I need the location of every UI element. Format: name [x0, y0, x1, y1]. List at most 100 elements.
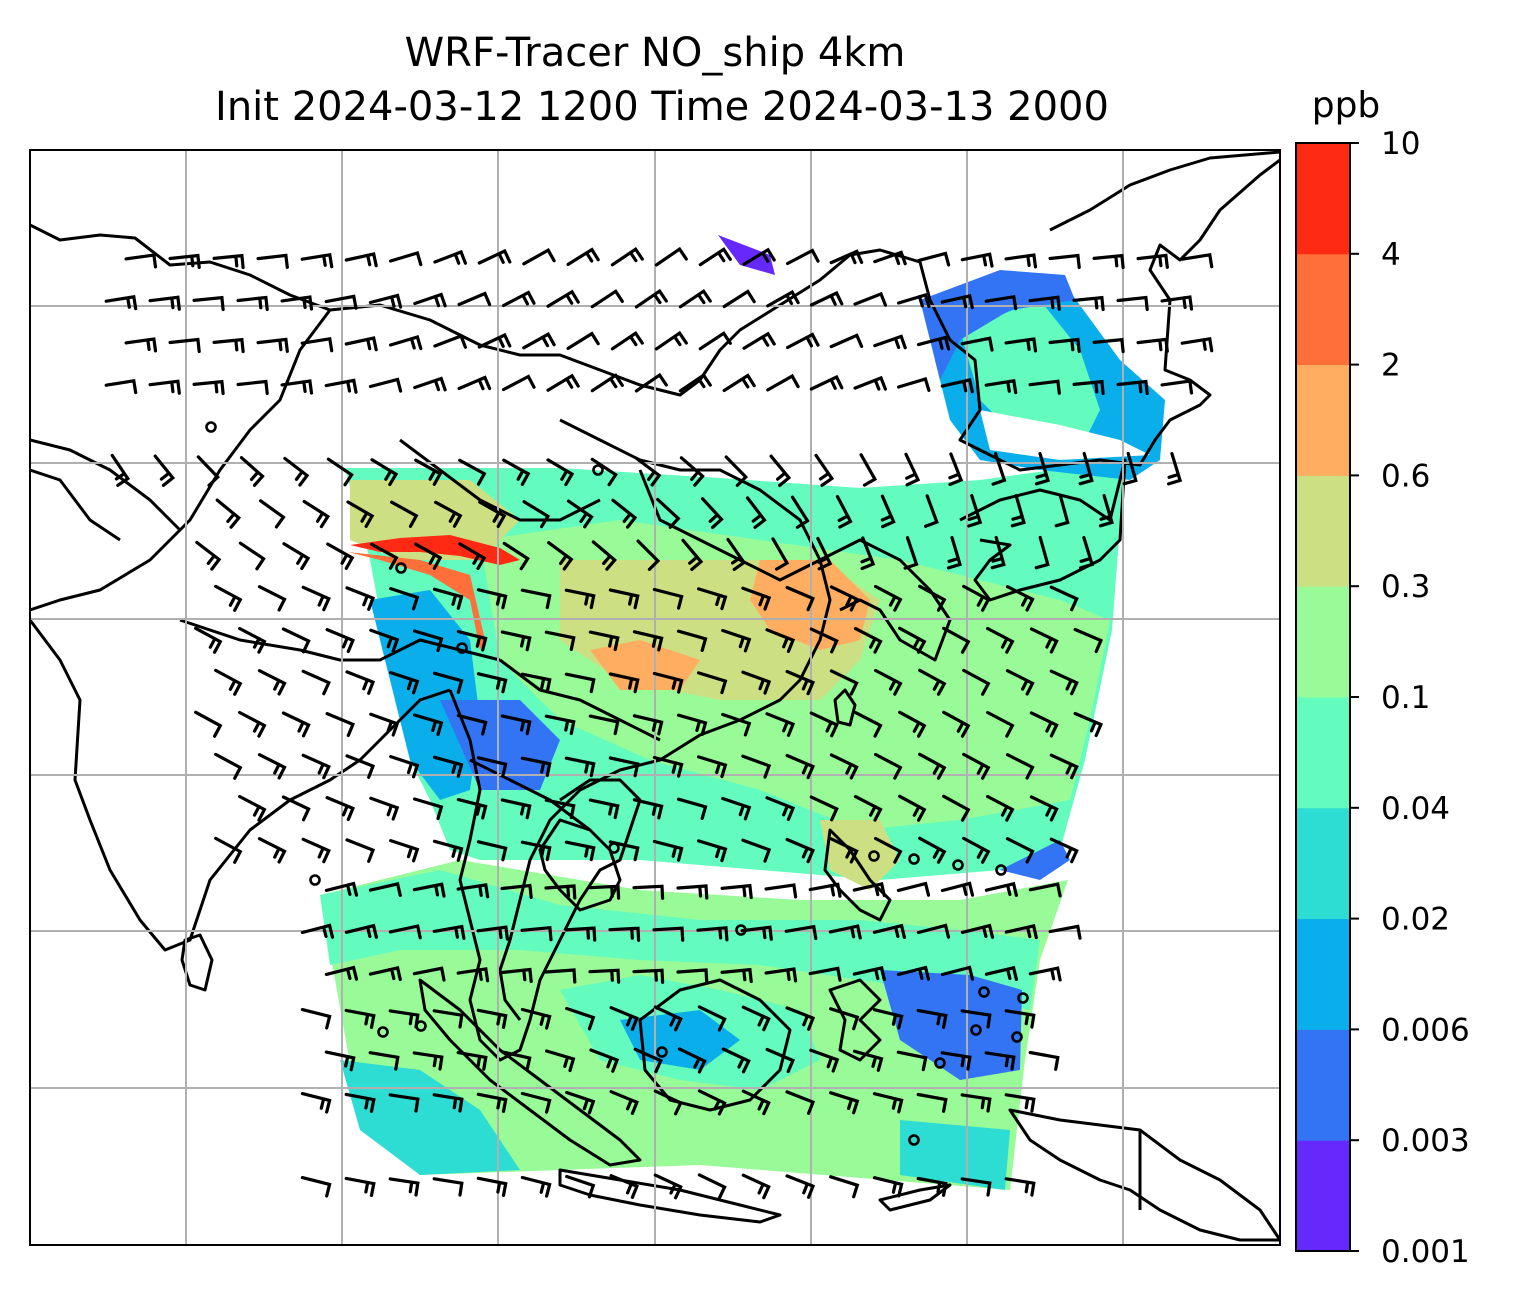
wind-barb	[500, 1050, 532, 1072]
wind-barb	[676, 797, 708, 820]
wind-barb	[413, 292, 447, 308]
wind-barb	[940, 293, 974, 310]
wind-barb	[720, 883, 753, 900]
wind-barb	[192, 379, 225, 396]
wind-barb	[872, 1176, 904, 1198]
wind-barb	[283, 456, 310, 487]
calm-wind-circle	[952, 859, 964, 871]
wind-barb	[389, 251, 423, 267]
wind-barb	[476, 756, 508, 778]
wind-barb	[984, 378, 1018, 395]
wind-barb	[432, 839, 464, 862]
map-frame	[29, 149, 1281, 1246]
wind-barb	[916, 1176, 948, 1197]
wind-barb	[153, 454, 176, 487]
border-inland-1	[30, 309, 332, 612]
wind-barb	[904, 452, 921, 487]
wind-barb	[522, 500, 551, 529]
wind-barb	[741, 1005, 771, 1032]
wind-barb	[194, 626, 223, 654]
wind-barb	[829, 1091, 860, 1115]
wind-barb	[652, 839, 684, 862]
wind-barb	[368, 1051, 400, 1071]
wind-barb	[544, 714, 576, 736]
wind-barb	[344, 252, 378, 268]
wind-barb	[960, 1093, 992, 1113]
calm-wind-circle	[592, 464, 604, 476]
tracer-field-low-south	[320, 870, 1040, 1010]
wind-barb	[1028, 379, 1061, 395]
calm-wind-circle	[735, 924, 747, 936]
wind-barb	[960, 1009, 992, 1029]
calm-wind-circle	[205, 421, 217, 433]
wind-barb	[194, 710, 223, 738]
wind-barb	[745, 496, 767, 529]
wind-barb	[1136, 253, 1169, 269]
wind-barb	[388, 1177, 420, 1197]
wind-barb	[1180, 252, 1214, 269]
wind-barb	[835, 495, 853, 529]
wind-barb	[741, 838, 772, 863]
wind-barb	[990, 535, 1006, 570]
wind-barb	[872, 1008, 904, 1030]
coastline-indochina	[448, 689, 642, 1062]
wind-barb	[916, 923, 951, 939]
colorbar-tick-label: 0.001	[1381, 1234, 1470, 1270]
calm-wind-circle	[908, 853, 920, 865]
wind-barb	[940, 965, 975, 981]
calm-wind-circle	[415, 1020, 427, 1032]
wind-barb	[239, 456, 265, 487]
wind-barb	[1078, 451, 1094, 486]
wind-barb	[195, 540, 222, 571]
wind-barb	[986, 626, 1015, 654]
calm-wind-circle	[377, 1026, 389, 1038]
wind-barb	[591, 540, 617, 571]
wind-barb	[697, 587, 728, 611]
wind-barb	[766, 289, 800, 308]
wind-barb	[814, 453, 835, 487]
calm-wind-circle	[970, 1024, 982, 1036]
wind-barb	[960, 1177, 992, 1197]
coastline-timor	[878, 1183, 952, 1212]
wind-barb	[544, 798, 576, 820]
coastline-sri-lanka	[180, 933, 214, 992]
wind-barb	[852, 965, 886, 982]
wind-barb	[500, 967, 533, 983]
coastlines	[30, 150, 1280, 1242]
wind-barb	[282, 542, 311, 571]
wind-barb	[148, 379, 181, 395]
wind-barb	[300, 336, 334, 353]
wind-barb	[324, 294, 358, 310]
wind-barb	[720, 967, 753, 984]
wind-barb	[1160, 295, 1194, 311]
border-inland-4	[499, 658, 661, 742]
wind-barb	[1054, 493, 1070, 528]
wind-barb	[238, 710, 267, 738]
wind-barb	[816, 536, 833, 571]
wind-barb	[741, 1173, 771, 1200]
wind-barb	[238, 626, 267, 654]
wind-barb	[656, 497, 681, 529]
wind-barb	[566, 247, 600, 266]
wind-barb	[940, 377, 974, 394]
coastline-java	[558, 1168, 782, 1224]
wind-barb	[809, 711, 839, 738]
wind-barb	[721, 712, 752, 737]
wind-barb	[962, 584, 991, 612]
wind-barb	[1092, 253, 1125, 270]
colorbar-tick-label: 0.3	[1381, 569, 1430, 605]
border-inland-5	[469, 758, 591, 832]
wind-barb	[476, 925, 509, 941]
wind-barb	[547, 541, 574, 571]
wind-barb	[677, 1047, 707, 1074]
wind-barb	[458, 458, 487, 486]
wind-barb	[874, 668, 903, 696]
wind-barb	[942, 794, 971, 822]
wind-barb	[325, 712, 355, 738]
wind-barb	[1049, 585, 1079, 612]
wind-barb	[368, 965, 402, 982]
wind-barb	[765, 1047, 796, 1074]
wind-barb	[1098, 494, 1114, 528]
wind-barb	[764, 883, 798, 899]
wind-barb	[874, 836, 903, 864]
